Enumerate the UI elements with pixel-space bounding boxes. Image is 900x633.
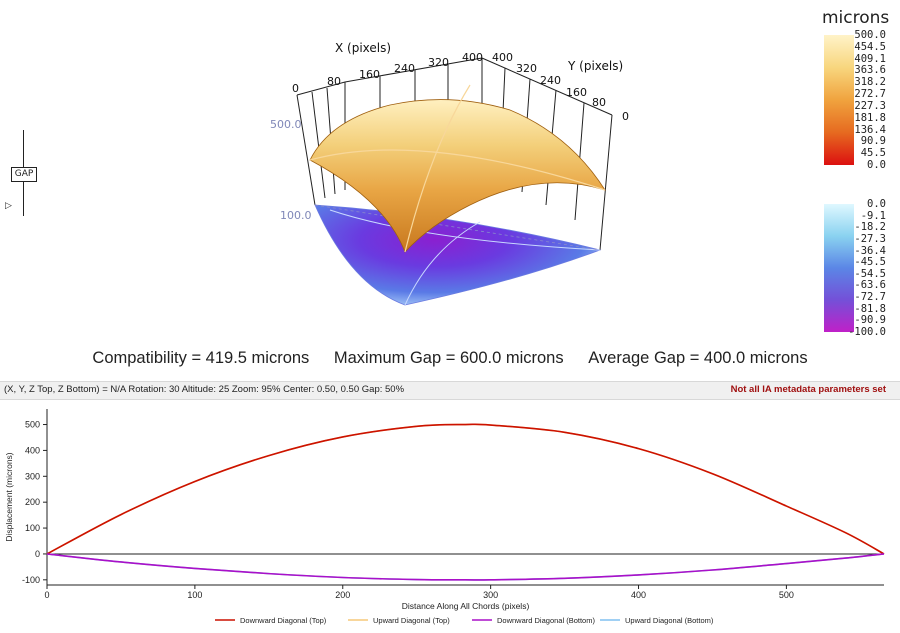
chart-legend: Downward Diagonal (Top) Upward Diagonal (… bbox=[215, 616, 714, 625]
compatibility-value: Compatibility = 419.5 microns bbox=[92, 349, 310, 367]
gap-slider-handle[interactable]: GAP bbox=[11, 167, 37, 182]
displacement-chart[interactable]: -100 0 100 200 300 400 500 0 100 200 300 400 500 Dis… bbox=[0, 399, 900, 633]
x-tick: 80 bbox=[327, 75, 341, 88]
bottom-dashed-line bbox=[314, 204, 601, 251]
y-tick-label: -100 bbox=[22, 575, 40, 585]
legend-tick: 136.4 bbox=[854, 123, 886, 136]
legend-tick: -9.1 bbox=[860, 209, 886, 222]
y-tick-label: 0 bbox=[35, 549, 40, 559]
legend-tick: 181.8 bbox=[854, 111, 886, 124]
legend-tick: 90.9 bbox=[860, 135, 886, 148]
negative-color-bar bbox=[824, 204, 854, 332]
chart-series bbox=[46, 423, 885, 581]
surface-panel[interactable]: X (pixels) Y (pixels) 0 80 160 240 320 4… bbox=[0, 0, 900, 380]
legend-tick: 454.5 bbox=[854, 40, 886, 53]
z-label-bottom: 100.0 bbox=[280, 209, 312, 222]
y-tick: 160 bbox=[566, 86, 587, 99]
stats-line: Compatibility = 419.5 microns Maximum Ga… bbox=[0, 349, 900, 368]
y-axis-label: Displacement (microns) bbox=[4, 452, 14, 541]
play-arrow-icon[interactable]: ▷ bbox=[5, 200, 12, 210]
x-tick: 0 bbox=[292, 82, 299, 95]
bottom-surface bbox=[314, 204, 602, 306]
status-readout: (X, Y, Z Top, Z Bottom) = N/A Rotation: … bbox=[4, 384, 405, 395]
top-diagonal-line bbox=[309, 149, 606, 191]
bottom-diagonal-line-2 bbox=[404, 221, 481, 306]
legend-tick: -100.0 bbox=[848, 326, 886, 338]
x-tick: 160 bbox=[359, 68, 380, 81]
legend-tick: 45.5 bbox=[860, 147, 886, 160]
legend-tick: -36.4 bbox=[854, 244, 886, 257]
series-line-0 bbox=[46, 423, 885, 555]
x-tick: 320 bbox=[428, 56, 449, 69]
y-tick: 320 bbox=[516, 62, 537, 75]
legend-tick: 500.0 bbox=[854, 29, 886, 41]
y-tick: 80 bbox=[592, 96, 606, 109]
y-tick: 0 bbox=[622, 110, 629, 123]
maximum-gap-value: Maximum Gap = 600.0 microns bbox=[333, 349, 564, 367]
legend-tick: -72.7 bbox=[854, 291, 886, 304]
series-line-2 bbox=[46, 553, 885, 581]
legend-tick: 272.7 bbox=[854, 88, 886, 101]
x-tick: 240 bbox=[394, 62, 415, 75]
x-tick-label: 100 bbox=[187, 590, 202, 600]
y-axis-title: Y (pixels) bbox=[567, 59, 623, 73]
legend-tick: -18.2 bbox=[854, 221, 886, 234]
x-tick-label: 400 bbox=[631, 590, 646, 600]
y-axis-ticks: 400 320 240 160 80 0 bbox=[492, 51, 629, 123]
y-tick-label: 100 bbox=[25, 523, 40, 533]
x-tick-label: 200 bbox=[335, 590, 350, 600]
x-axis-title: X (pixels) bbox=[335, 41, 391, 55]
legend-tick: -45.5 bbox=[854, 256, 886, 269]
legend-tick: 409.1 bbox=[854, 52, 886, 65]
surface-plot-3d[interactable]: X (pixels) Y (pixels) 0 80 160 240 320 4… bbox=[0, 0, 900, 380]
legend-tick: 318.2 bbox=[854, 76, 886, 89]
y-tick-label: 300 bbox=[25, 471, 40, 481]
legend-tick: -54.5 bbox=[854, 267, 886, 280]
average-gap-value: Average Gap = 400.0 microns bbox=[588, 349, 808, 367]
legend-title: microns bbox=[822, 8, 890, 28]
y-tick-label: 400 bbox=[25, 445, 40, 455]
legend-tick: 0.0 bbox=[867, 198, 886, 210]
legend-entry: Upward Diagonal (Top) bbox=[373, 616, 450, 625]
y-tick: 240 bbox=[540, 74, 561, 87]
x-tick-label: 0 bbox=[44, 590, 49, 600]
x-axis-ticks: 0 80 160 240 320 400 bbox=[292, 51, 483, 95]
bottom-diagonal-line bbox=[329, 209, 601, 251]
legend-entry: Upward Diagonal (Bottom) bbox=[625, 616, 714, 625]
y-tick: 400 bbox=[492, 51, 513, 64]
legend-tick: 0.0 bbox=[867, 159, 886, 171]
chart-axes: -100 0 100 200 300 400 500 0 100 200 300 400 500 bbox=[22, 409, 884, 600]
x-tick: 400 bbox=[462, 51, 483, 64]
gap-slider[interactable]: GAP ▷ bbox=[5, 130, 38, 216]
legend-entry: Downward Diagonal (Top) bbox=[240, 616, 327, 625]
legend-tick: 363.6 bbox=[854, 64, 886, 77]
x-axis-label: Distance Along All Chords (pixels) bbox=[402, 601, 530, 611]
y-tick-label: 200 bbox=[25, 497, 40, 507]
metadata-warning: Not all IA metadata parameters set bbox=[730, 384, 886, 395]
legend-entry: Downward Diagonal (Bottom) bbox=[497, 616, 595, 625]
z-label-top: 500.0 bbox=[270, 118, 302, 131]
legend-tick: 227.3 bbox=[854, 99, 886, 112]
legend-tick: -90.9 bbox=[854, 314, 886, 327]
legend-tick: -81.8 bbox=[854, 302, 886, 315]
legend-tick: -63.6 bbox=[854, 279, 886, 292]
positive-color-bar bbox=[824, 35, 854, 165]
x-tick-label: 500 bbox=[779, 590, 794, 600]
y-tick-label: 500 bbox=[25, 420, 40, 430]
x-tick-label: 300 bbox=[483, 590, 498, 600]
top-diagonal-line-2 bbox=[404, 84, 471, 253]
series-line-1 bbox=[46, 423, 885, 555]
legend-tick: -27.3 bbox=[854, 232, 886, 245]
status-bar: (X, Y, Z Top, Z Bottom) = N/A Rotation: … bbox=[0, 381, 900, 400]
